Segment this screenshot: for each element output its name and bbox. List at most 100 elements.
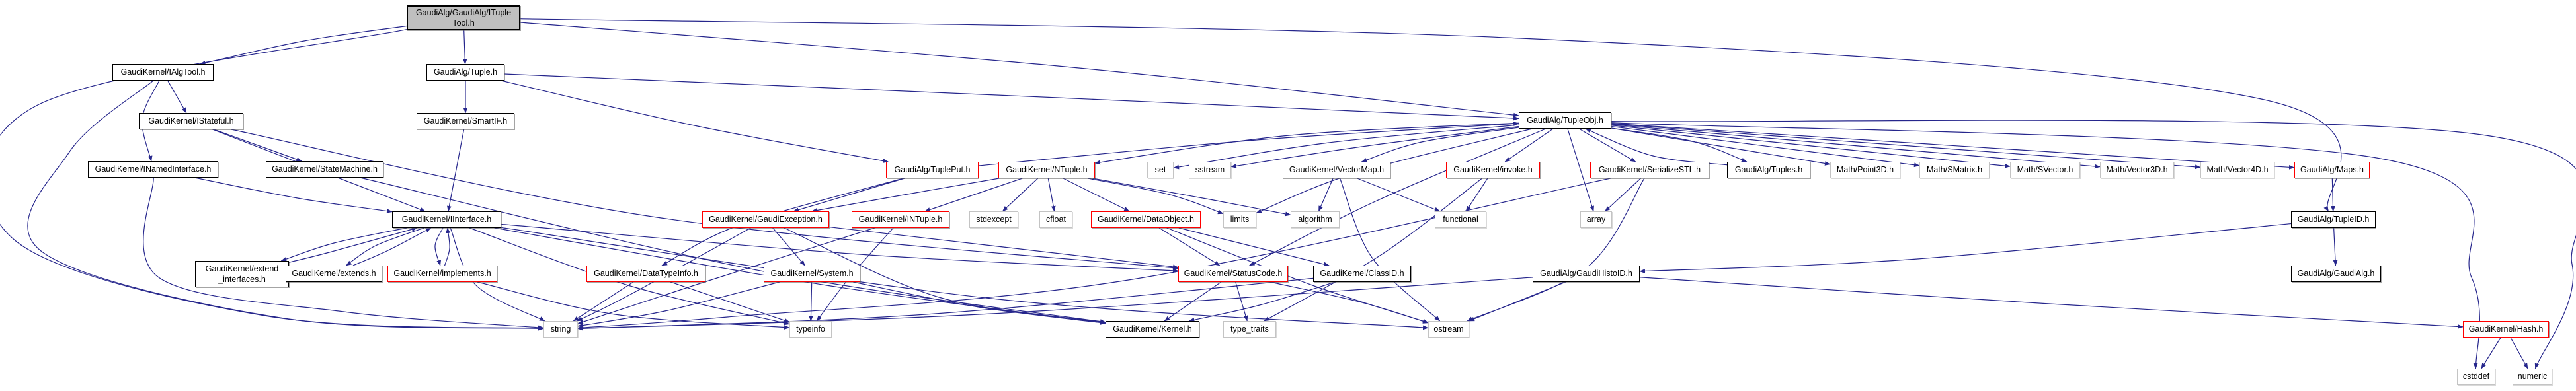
edge-dataobject-to-classid (1178, 227, 1330, 267)
node-gaudihistoid[interactable]: GaudiAlg/GaudiHistoID.h (1533, 266, 1640, 282)
node-vector4d: Math/Vector4D.h (2200, 162, 2274, 178)
node-cfloat: cfloat (1039, 211, 1072, 228)
node-label: Math/Vector3D.h (2106, 165, 2168, 175)
node-label: typeinfo (796, 324, 825, 334)
edge-tupleobj-to-numeric (1611, 120, 2576, 369)
node-svector: Math/SVector.h (2010, 162, 2080, 178)
node-kernel[interactable]: GaudiKernel/Kernel.h (1106, 321, 1199, 338)
node-system[interactable]: GaudiKernel/System.h (764, 266, 860, 282)
node-label: GaudiKernel/IStateful.h (148, 116, 234, 126)
node-classid[interactable]: GaudiKernel/ClassID.h (1313, 266, 1411, 282)
edge-tupleobj-to-set (1173, 124, 1519, 170)
edge-hash-to-cstddef (2481, 337, 2501, 369)
node-tupleput[interactable]: GaudiAlg/TuplePut.h (886, 162, 979, 178)
edge-ntuple-to-cfloat (1047, 178, 1056, 212)
edge-itupletool-to-ialgtool (200, 25, 407, 65)
node-label: sstream (1195, 165, 1225, 175)
node-inamedinterface[interactable]: GaudiKernel/INamedInterface.h (88, 161, 218, 178)
node-datatypeinfo[interactable]: GaudiKernel/DataTypeInfo.h (586, 266, 705, 282)
node-tupleobj[interactable]: GaudiAlg/TupleObj.h (1519, 112, 1611, 129)
edge-tupleobj-to-ntuple (1094, 122, 1519, 165)
edge-itupletool-to-tupleobj (520, 22, 1519, 118)
node-implements[interactable]: GaudiKernel/implements.h (387, 266, 497, 282)
node-ialgtool[interactable]: GaudiKernel/IAlgTool.h (112, 64, 214, 81)
edge-tupleobj-to-vector3d (1611, 124, 2101, 169)
edge-iinterface-to-ostream (501, 227, 1429, 330)
edge-tupleobj-to-statuscode (1249, 128, 1546, 266)
edge-inamedinterface-to-iinterface (194, 177, 393, 213)
edge-implements-to-iinterface (444, 227, 451, 266)
edge-tupleobj-to-serializestl (1579, 128, 1636, 162)
edge-intuple-to-string (577, 227, 875, 324)
node-label: Math/Vector4D.h (2206, 165, 2269, 175)
node-iinterface[interactable]: GaudiKernel/IInterface.h (392, 211, 501, 228)
node-gaudiexception[interactable]: GaudiKernel/GaudiException.h (702, 211, 829, 228)
node-point3d: Math/Point3D.h (1830, 162, 1900, 178)
node-tuples[interactable]: GaudiAlg/Tuples.h (1727, 162, 1810, 178)
node-label: set (1154, 165, 1166, 175)
edge-ntuple-to-stdexcept (1002, 178, 1039, 212)
node-extends[interactable]: GaudiKernel/extends.h (286, 266, 382, 282)
edge-system-to-kernel (853, 281, 1106, 325)
node-stdexcept: stdexcept (969, 211, 1018, 228)
node-label: GaudiAlg/Tuples.h (1734, 165, 1803, 175)
node-hash[interactable]: GaudiKernel/Hash.h (2463, 321, 2549, 338)
node-label: GaudiAlg/GaudiAlg/ITuple (415, 7, 512, 17)
node-statuscode[interactable]: GaudiKernel/StatusCode.h (1178, 266, 1288, 282)
edge-invoke-to-functional (1465, 178, 1488, 212)
edge-tupleobj-to-vectormap (1361, 127, 1519, 162)
node-maps[interactable]: GaudiAlg/Maps.h (2294, 162, 2370, 178)
node-vectormap[interactable]: GaudiKernel/VectorMap.h (1283, 162, 1390, 178)
node-label: limits (1230, 215, 1250, 225)
node-gaudialg[interactable]: GaudiAlg/GaudiAlg.h (2291, 266, 2381, 282)
edge-gaudiexception-to-kernel (784, 227, 1106, 324)
edge-datatypeinfo-to-string (573, 281, 634, 322)
node-cstddef: cstddef (2457, 369, 2495, 385)
node-label: Tool.h (452, 18, 475, 28)
node-istateful[interactable]: GaudiKernel/IStateful.h (139, 113, 243, 129)
node-extend-interfaces[interactable]: GaudiKernel/extend _interfaces.h (195, 261, 289, 287)
edge-tupleobj-to-point3d (1611, 127, 1831, 166)
node-dataobject[interactable]: GaudiKernel/DataObject.h (1091, 211, 1201, 228)
edge-tupleobj-to-invoke (1504, 128, 1554, 162)
edge-tupleput-to-gaudiexception (793, 178, 905, 212)
edge-maps-to-tupleid (2331, 178, 2335, 212)
node-label: GaudiKernel/implements.h (393, 269, 491, 279)
node-string: string (543, 321, 578, 338)
node-tuple[interactable]: GaudiAlg/Tuple.h (426, 64, 504, 81)
edge-tuple-to-tupleput (501, 80, 889, 163)
node-label: algorithm (1298, 215, 1332, 225)
node-serializestl[interactable]: GaudiKernel/SerializeSTL.h (1590, 162, 1709, 178)
node-invoke[interactable]: GaudiKernel/invoke.h (1446, 162, 1540, 178)
node-smatrix: Math/SMatrix.h (1919, 162, 1990, 178)
edge-tupleid-to-gaudialg (2333, 227, 2338, 266)
node-label: GaudiKernel/NTuple.h (1006, 165, 1088, 175)
edge-ialgtool-to-istateful (167, 80, 187, 114)
edge-statuscode-to-kernel (1164, 281, 1222, 322)
node-statemachine[interactable]: GaudiKernel/StateMachine.h (266, 161, 383, 178)
node-ntuple[interactable]: GaudiKernel/NTuple.h (998, 162, 1095, 178)
node-label: GaudiKernel/INamedInterface.h (95, 164, 212, 174)
node-intuple[interactable]: GaudiKernel/INTuple.h (852, 211, 949, 228)
edge-classid-to-kernel (1188, 281, 1336, 322)
edge-datatypeinfo-to-typeinfo (670, 281, 790, 323)
node-label: GaudiKernel/DataTypeInfo.h (594, 269, 698, 279)
node-sstream: sstream (1189, 162, 1231, 178)
edge-dataobject-to-statuscode (1158, 227, 1221, 266)
edge-ialgtool-to-string (27, 80, 544, 331)
edge-tuples-to-tupleobj (1585, 128, 1728, 166)
node-label: GaudiKernel/extend (205, 264, 279, 273)
node-label: string (550, 324, 571, 334)
node-label: GaudiKernel/System.h (770, 269, 854, 279)
edge-vectormap-to-functional (1357, 178, 1441, 212)
node-smartif[interactable]: GaudiKernel/SmartIF.h (417, 113, 514, 129)
edge-classid-to-string (577, 277, 1314, 331)
edge-tupleobj-to-maps (1611, 123, 2295, 170)
node-label: GaudiKernel/VectorMap.h (1289, 165, 1385, 175)
edge-istateful-to-statemachine (214, 129, 302, 162)
edge-extends-to-iinterface (352, 227, 432, 266)
edge-iinterface-to-statuscode (501, 223, 1179, 273)
node-tupleid[interactable]: GaudiAlg/TupleID.h (2291, 211, 2376, 228)
edge-serializestl-to-array (1605, 178, 1641, 212)
